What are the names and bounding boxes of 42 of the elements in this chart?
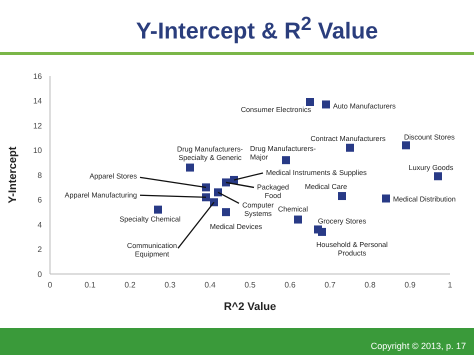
chart-title: Y-Intercept & R$^{2}$ Value (134, 14, 379, 45)
y-tick-label: 16 (33, 72, 43, 81)
point (186, 164, 194, 172)
x-tick-label: 0 (48, 280, 53, 290)
point (338, 192, 346, 200)
point (318, 228, 326, 236)
point (402, 141, 410, 150)
y-tick-label: 4 (38, 220, 43, 230)
x-tick-label: 1 (448, 280, 453, 290)
point (346, 144, 354, 152)
x-tick-label: 0.3 (164, 280, 176, 290)
point (282, 156, 290, 164)
x-tick-label: 0.8 (364, 280, 376, 290)
point (202, 193, 210, 202)
y-axis-title: Y-Intercept (6, 146, 19, 204)
x-axis-title: R^2 Value (224, 301, 276, 313)
x-tick-label: 0.6 (284, 280, 296, 290)
y-tick-label: 12 (33, 121, 43, 130)
x-tick-label: 0.7 (324, 280, 336, 290)
point (154, 206, 162, 214)
y-tick-label: 14 (33, 96, 43, 106)
point (434, 172, 442, 180)
point (382, 194, 390, 203)
x-tick-label: 0.9 (404, 280, 416, 290)
y-tick-label: 8 (38, 170, 43, 180)
x-tick-label: 0.5 (244, 280, 256, 290)
point (210, 198, 218, 206)
x-tick-label: 0.4 (204, 280, 216, 290)
y-tick-label: 2 (38, 245, 43, 254)
x-tick-label: 0.2 (124, 280, 136, 290)
point (294, 216, 302, 224)
x-tick-label: 0.1 (84, 280, 96, 290)
point (222, 208, 230, 216)
point (202, 183, 210, 192)
point (214, 188, 222, 196)
y-tick-label: 0 (38, 270, 43, 279)
point (322, 100, 330, 108)
y-tick-label: 6 (38, 196, 43, 205)
y-tick-label: 10 (33, 146, 43, 156)
point (306, 98, 314, 106)
text: Copyright © 2013, p. 17 (370, 341, 466, 351)
point (222, 178, 230, 186)
